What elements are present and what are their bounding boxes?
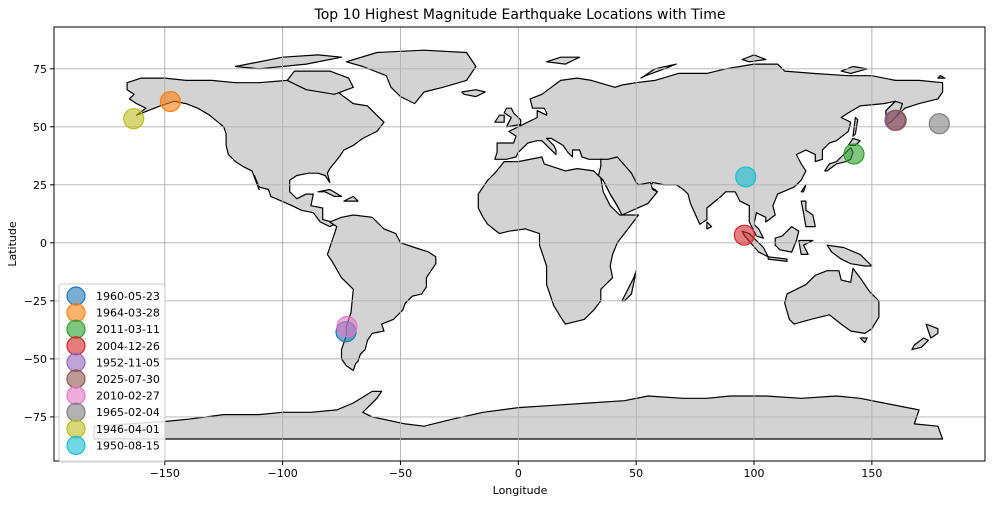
land-wrangel <box>937 75 946 79</box>
earthquake-point-1950-08-15 <box>735 166 757 188</box>
x-tick-label: 0 <box>515 467 522 480</box>
y-tick-label: −50 <box>24 353 47 366</box>
land-tasmania <box>859 337 868 344</box>
legend-marker <box>66 402 86 422</box>
earthquake-point-2011-03-11 <box>843 143 865 165</box>
earthquake-point-2025-07-30 <box>885 109 907 131</box>
land-svalbard <box>546 56 581 65</box>
land-new-guinea <box>826 244 873 267</box>
plot-frame <box>53 26 986 462</box>
land-taiwan <box>800 184 807 193</box>
x-axis-label: Longitude <box>493 484 548 497</box>
legend-marker <box>66 352 86 372</box>
chart-title: Top 10 Highest Magnitude Earthquake Loca… <box>314 7 726 23</box>
land-sulawesi <box>798 239 814 255</box>
earthquake-point-2004-12-26 <box>733 224 755 246</box>
legend-label: 1965-02-04 <box>96 406 160 419</box>
land-greenland <box>345 49 477 105</box>
legend-label: 2025-07-30 <box>96 373 160 386</box>
land-borneo <box>774 226 800 253</box>
earthquake-point-1965-02-04 <box>928 113 950 135</box>
legend-label: 2010-02-27 <box>96 390 160 403</box>
legend-marker <box>66 336 86 356</box>
legend-label: 1952-11-05 <box>96 356 160 369</box>
y-tick-label: −25 <box>24 295 47 308</box>
land-hispaniola <box>343 195 359 202</box>
legend-marker <box>66 319 86 339</box>
land-canadian-islands <box>286 70 354 95</box>
legend-marker <box>66 286 86 306</box>
land-iceland <box>461 89 486 98</box>
legend-label: 2011-03-11 <box>96 323 160 336</box>
land-sri-lanka <box>706 221 713 230</box>
x-tick-label: 150 <box>861 467 882 480</box>
x-tick-label: −50 <box>389 467 412 480</box>
land-ireland <box>494 114 505 123</box>
earthquake-point-1946-04-01 <box>123 108 145 130</box>
land-java <box>767 256 788 262</box>
y-axis-label: Latitude <box>6 221 19 267</box>
x-tick-label: 100 <box>744 467 765 480</box>
earthquake-points <box>123 90 950 343</box>
y-tick-label: 0 <box>40 237 47 250</box>
legend-label: 1946-04-01 <box>96 423 160 436</box>
land-new-zealand-north <box>925 323 939 339</box>
land-great-britain <box>503 107 522 128</box>
land-south-america <box>326 214 437 372</box>
legend-marker <box>66 369 86 389</box>
legend-marker <box>66 386 86 406</box>
legend-label: 1950-08-15 <box>96 439 160 452</box>
land-eurasia <box>494 63 944 239</box>
land-canadian-islands-north <box>234 54 343 70</box>
x-tick-label: −100 <box>268 467 298 480</box>
legend-label: 1964-03-28 <box>96 307 160 320</box>
legend-marker <box>66 419 86 439</box>
land-madagascar <box>621 270 637 302</box>
y-tick-label: 75 <box>33 63 47 76</box>
land-arabian-sea-coast <box>597 156 658 216</box>
land-philippines <box>800 200 816 228</box>
legend: 1960-05-23 1964-03-28 2011-03-11 2004-12-26… <box>58 283 166 463</box>
y-tick-label: −75 <box>24 411 47 424</box>
legend-marker <box>66 303 86 323</box>
x-tick-label: 50 <box>629 467 643 480</box>
land-cuba <box>317 188 343 197</box>
y-tick-label: 50 <box>33 121 47 134</box>
legend-label: 2004-12-26 <box>96 340 160 353</box>
land-new-siberian-islands <box>840 65 868 74</box>
earthquake-point-1964-03-28 <box>159 90 182 113</box>
earthquake-point-2010-02-27 <box>336 316 358 338</box>
legend-marker <box>66 435 86 455</box>
legend-label: 1960-05-23 <box>96 290 160 303</box>
world-land <box>93 49 946 440</box>
y-tick-label: 25 <box>33 179 47 192</box>
land-novaya-zemlya <box>640 63 677 79</box>
land-north-america <box>126 77 385 228</box>
x-tick-label: −150 <box>150 467 180 480</box>
land-new-zealand-south <box>911 337 929 351</box>
